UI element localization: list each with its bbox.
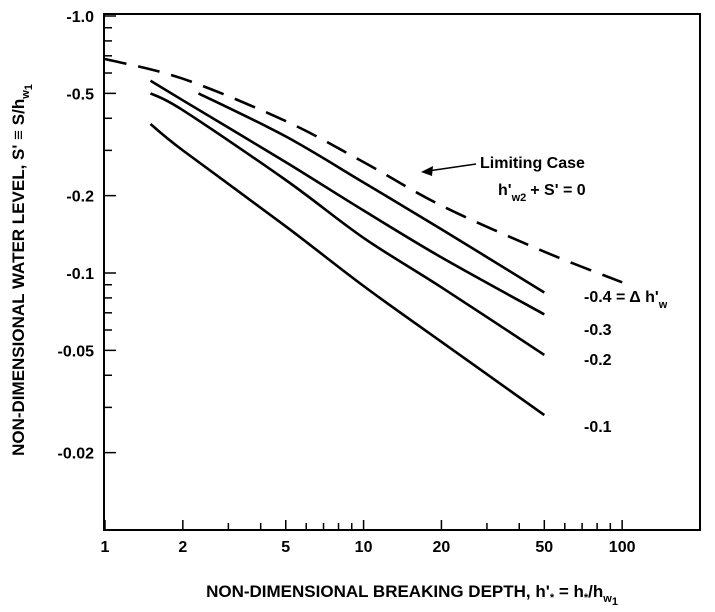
y-tick-label: -0.5 bbox=[66, 86, 94, 103]
y-axis-ticks: -1.0 -0.5 -0.2 -0.1 -0.05 -0.02 bbox=[58, 9, 116, 531]
x-tick-label: 50 bbox=[535, 539, 553, 556]
limiting-case-arrowhead bbox=[421, 166, 433, 176]
y-tick-label: -0.2 bbox=[66, 189, 94, 206]
series-line--0.2 bbox=[149, 92, 546, 356]
x-axis-title: NON-DIMENSIONAL BREAKING DEPTH, h'* = h*… bbox=[206, 582, 618, 608]
plot-frame bbox=[103, 13, 701, 531]
series-line--0.4 bbox=[197, 92, 545, 294]
series-label-minus-0.2: -0.2 bbox=[584, 352, 612, 369]
series-label-minus-0.3: -0.3 bbox=[584, 322, 612, 339]
y-tick-label: -1.0 bbox=[66, 9, 94, 26]
series-label-minus-0.1: -0.1 bbox=[584, 419, 612, 436]
x-tick-label: 20 bbox=[433, 539, 451, 556]
series-line--0.1 bbox=[149, 122, 546, 417]
x-tick-label: 10 bbox=[355, 539, 373, 556]
x-tick-label: 5 bbox=[281, 539, 290, 556]
y-tick-label: -0.02 bbox=[58, 446, 95, 463]
x-tick-label: 2 bbox=[178, 539, 187, 556]
x-tick-label: 1 bbox=[101, 539, 110, 556]
y-tick-label: -0.05 bbox=[58, 343, 95, 360]
series-line-limiting-case bbox=[104, 57, 623, 284]
limiting-case-label: Limiting Case bbox=[480, 155, 585, 172]
series-line--0.3 bbox=[149, 79, 545, 316]
y-axis-title: NON-DIMENSIONAL WATER LEVEL, S' ≡ S/hw1 bbox=[9, 84, 35, 456]
series-label-minus-0.4: -0.4 = Δ h'w bbox=[584, 289, 668, 311]
series-layer bbox=[104, 57, 623, 417]
limiting-case-arrow-line bbox=[427, 163, 477, 172]
y-tick-label: -0.1 bbox=[66, 266, 94, 283]
limiting-case-equation: h'w2 + S' = 0 bbox=[498, 182, 586, 204]
x-tick-label: 100 bbox=[609, 539, 636, 556]
x-axis-ticks: 1 2 5 10 20 50 100 bbox=[101, 520, 701, 556]
